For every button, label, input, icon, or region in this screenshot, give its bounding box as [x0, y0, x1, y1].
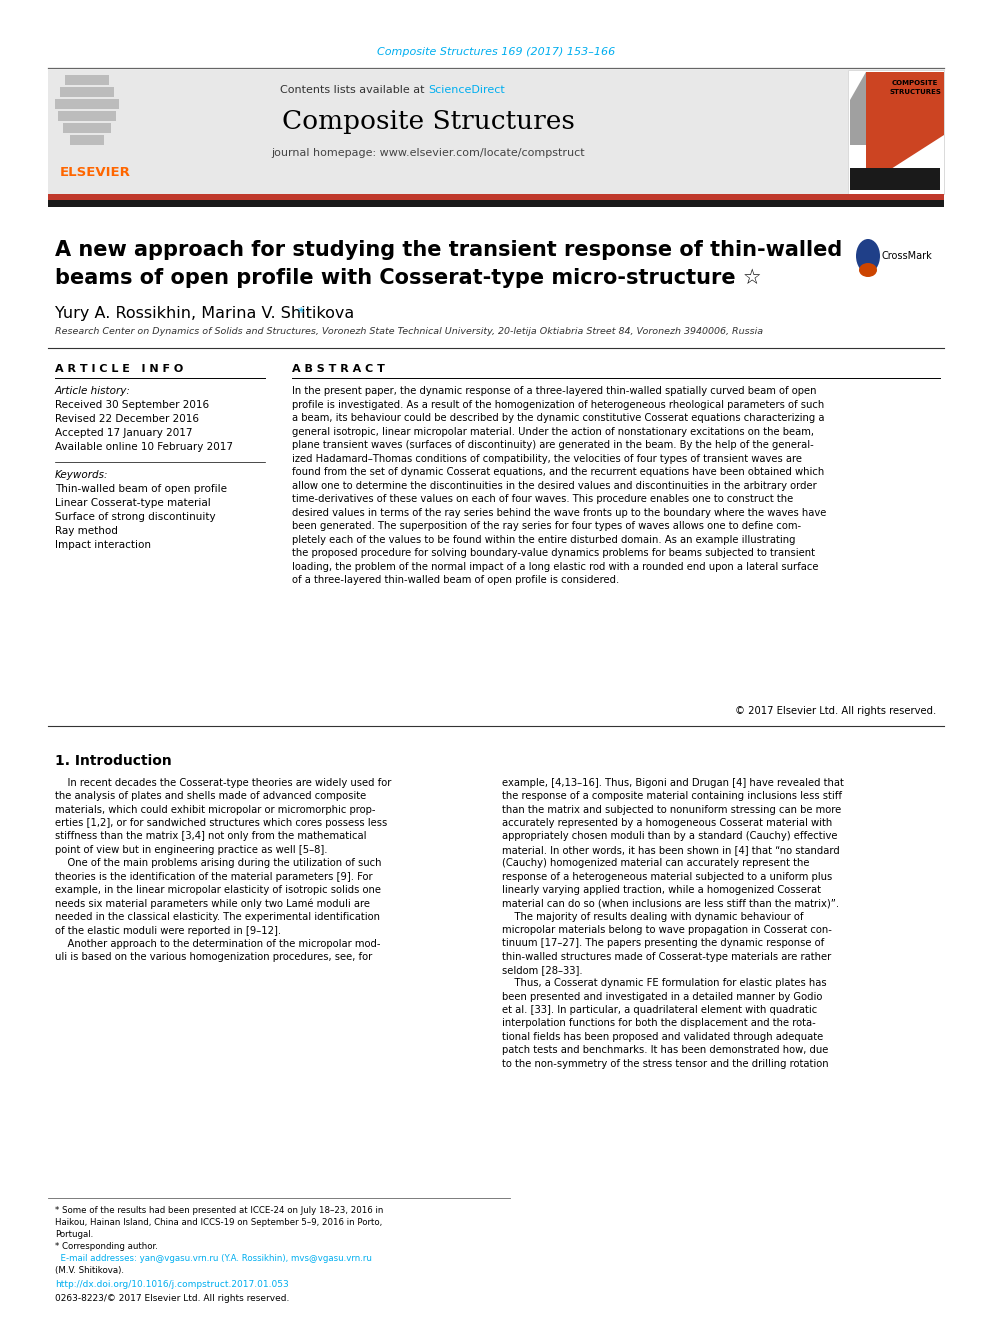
Polygon shape — [850, 71, 886, 146]
Text: Revised 22 December 2016: Revised 22 December 2016 — [55, 414, 199, 423]
Text: journal homepage: www.elsevier.com/locate/compstruct: journal homepage: www.elsevier.com/locat… — [271, 148, 585, 157]
Text: A R T I C L E   I N F O: A R T I C L E I N F O — [55, 364, 184, 374]
Text: COMPOSITE
STRUCTURES: COMPOSITE STRUCTURES — [889, 79, 941, 94]
Text: http://dx.doi.org/10.1016/j.compstruct.2017.01.053: http://dx.doi.org/10.1016/j.compstruct.2… — [55, 1279, 289, 1289]
Text: Yury A. Rossikhin, Marina V. Shitikova: Yury A. Rossikhin, Marina V. Shitikova — [55, 306, 354, 321]
Text: CrossMark: CrossMark — [882, 251, 932, 261]
Bar — [55, 99, 119, 108]
Bar — [48, 70, 848, 194]
Text: In recent decades the Cosserat-type theories are widely used for
the analysis of: In recent decades the Cosserat-type theo… — [55, 778, 392, 962]
Text: Impact interaction: Impact interaction — [55, 540, 151, 550]
Text: Composite Structures 169 (2017) 153–166: Composite Structures 169 (2017) 153–166 — [377, 48, 615, 57]
Text: 0263-8223/© 2017 Elsevier Ltd. All rights reserved.: 0263-8223/© 2017 Elsevier Ltd. All right… — [55, 1294, 290, 1303]
Bar — [63, 123, 111, 134]
Text: * Corresponding author.: * Corresponding author. — [55, 1242, 158, 1252]
Ellipse shape — [859, 263, 877, 277]
Polygon shape — [866, 71, 944, 185]
Bar — [65, 75, 109, 85]
Bar — [848, 70, 944, 194]
Text: Haikou, Hainan Island, China and ICCS-19 on September 5–9, 2016 in Porto,: Haikou, Hainan Island, China and ICCS-19… — [55, 1218, 382, 1226]
Text: Research Center on Dynamics of Solids and Structures, Voronezh State Technical U: Research Center on Dynamics of Solids an… — [55, 327, 763, 336]
Text: beams of open profile with Cosserat-type micro-structure ☆: beams of open profile with Cosserat-type… — [55, 269, 762, 288]
Text: Accepted 17 January 2017: Accepted 17 January 2017 — [55, 429, 192, 438]
Bar — [58, 111, 116, 120]
Bar — [70, 135, 104, 146]
Polygon shape — [850, 168, 940, 191]
Text: © 2017 Elsevier Ltd. All rights reserved.: © 2017 Elsevier Ltd. All rights reserved… — [735, 706, 936, 716]
Text: Thin-walled beam of open profile: Thin-walled beam of open profile — [55, 484, 227, 493]
Text: A B S T R A C T: A B S T R A C T — [292, 364, 385, 374]
Text: E-mail addresses: yan@vgasu.vrn.ru (Y.A. Rossikhin), mvs@vgasu.vrn.ru: E-mail addresses: yan@vgasu.vrn.ru (Y.A.… — [55, 1254, 372, 1263]
Text: Available online 10 February 2017: Available online 10 February 2017 — [55, 442, 233, 452]
Bar — [48, 194, 944, 200]
Text: * Some of the results had been presented at ICCE-24 on July 18–23, 2016 in: * Some of the results had been presented… — [55, 1207, 383, 1215]
Bar — [60, 87, 114, 97]
Text: example, [4,13–16]. Thus, Bigoni and Drugan [4] have revealed that
the response : example, [4,13–16]. Thus, Bigoni and Dru… — [502, 778, 844, 1069]
Text: Received 30 September 2016: Received 30 September 2016 — [55, 400, 209, 410]
Text: Composite Structures: Composite Structures — [282, 110, 574, 135]
Text: Surface of strong discontinuity: Surface of strong discontinuity — [55, 512, 215, 523]
Text: Keywords:: Keywords: — [55, 470, 108, 480]
Bar — [48, 200, 944, 206]
Text: 1. Introduction: 1. Introduction — [55, 754, 172, 767]
Text: In the present paper, the dynamic response of a three-layered thin-walled spatia: In the present paper, the dynamic respon… — [292, 386, 826, 585]
Text: ELSEVIER: ELSEVIER — [60, 165, 130, 179]
Ellipse shape — [856, 239, 880, 273]
Bar — [848, 70, 944, 194]
Text: Ray method: Ray method — [55, 527, 118, 536]
Text: *: * — [298, 306, 305, 319]
Text: (M.V. Shitikova).: (M.V. Shitikova). — [55, 1266, 124, 1275]
Text: Contents lists available at: Contents lists available at — [280, 85, 428, 95]
Text: Article history:: Article history: — [55, 386, 131, 396]
Text: Linear Cosserat-type material: Linear Cosserat-type material — [55, 497, 210, 508]
Polygon shape — [850, 71, 866, 101]
Text: ScienceDirect: ScienceDirect — [428, 85, 505, 95]
Text: Portugal.: Portugal. — [55, 1230, 93, 1240]
Text: A new approach for studying the transient response of thin-walled: A new approach for studying the transien… — [55, 239, 842, 261]
